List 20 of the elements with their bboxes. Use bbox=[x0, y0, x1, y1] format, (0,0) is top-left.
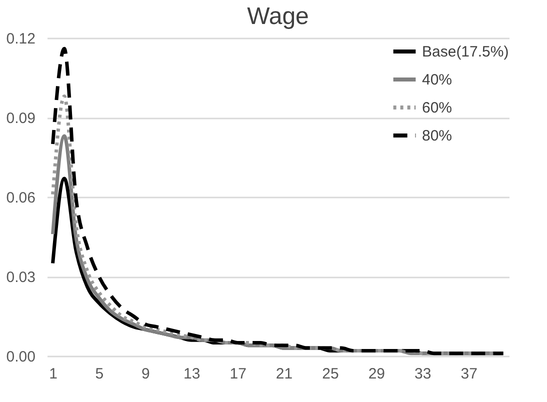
y-tick-label: 0.03 bbox=[6, 269, 36, 286]
y-tick-label: 0.06 bbox=[6, 190, 36, 206]
legend-label: 80% bbox=[422, 128, 452, 144]
x-tick-label: 21 bbox=[276, 366, 293, 382]
y-tick-label: 0.09 bbox=[6, 110, 36, 127]
x-tick-label: 17 bbox=[230, 366, 246, 382]
x-tick-label: 33 bbox=[414, 366, 432, 382]
y-tick-label: 0.12 bbox=[6, 30, 36, 48]
x-tick-label: 1 bbox=[49, 366, 58, 382]
y-tick-label: 0.00 bbox=[6, 348, 36, 366]
legend-label: 40% bbox=[422, 72, 452, 88]
x-tick-label: 37 bbox=[460, 366, 478, 382]
x-tick-label: 29 bbox=[368, 366, 386, 382]
legend-label: Base(17.5%) bbox=[422, 44, 509, 60]
x-tick-label: 5 bbox=[95, 366, 104, 382]
x-tick-label: 25 bbox=[322, 366, 339, 382]
chart-title: Wage bbox=[247, 3, 309, 30]
x-tick-label: 13 bbox=[184, 366, 200, 382]
x-tick-label: 9 bbox=[142, 366, 150, 382]
legend-label: 60% bbox=[422, 100, 452, 116]
